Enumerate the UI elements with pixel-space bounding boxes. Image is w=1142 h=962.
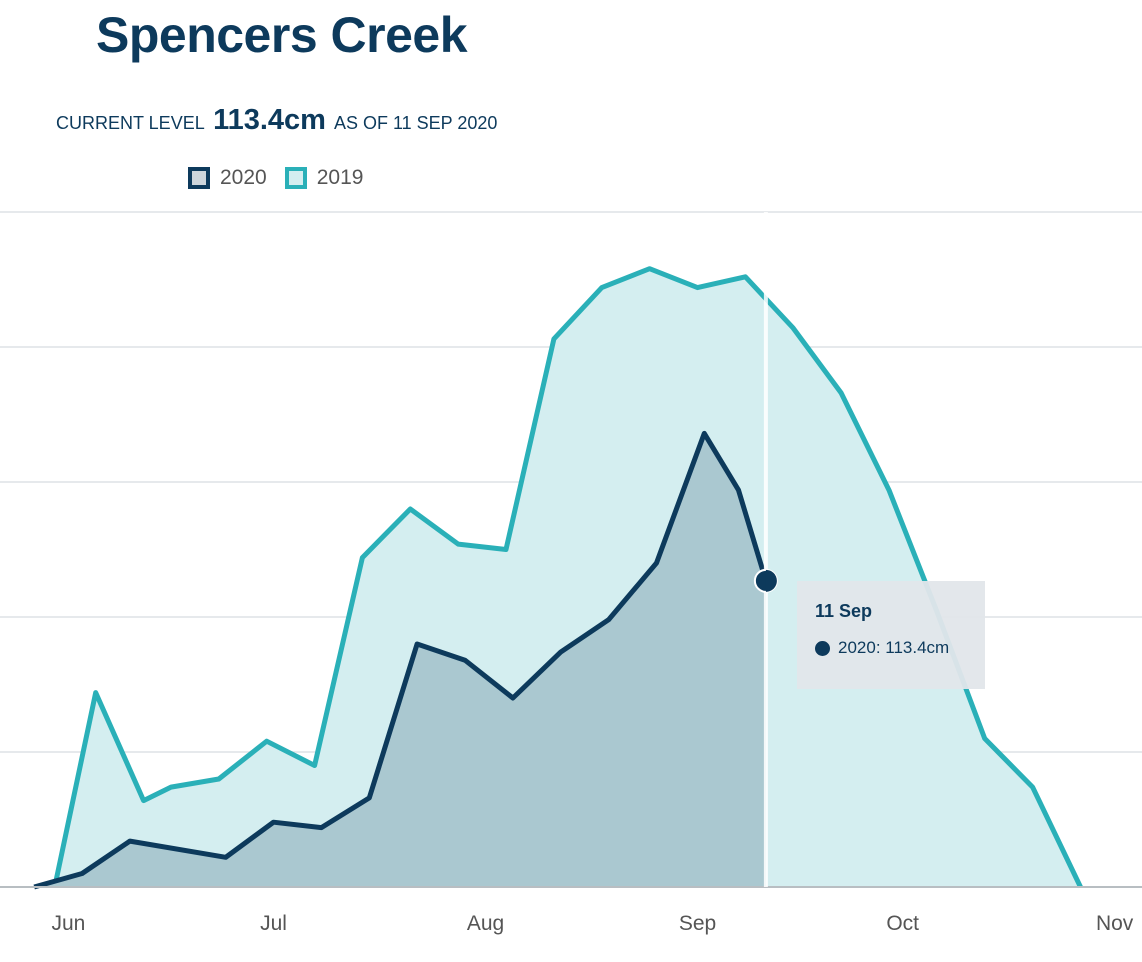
current-level: CURRENT LEVEL 113.4cm AS OF 11 SEP 2020 — [56, 104, 497, 137]
point-2020 — [319, 825, 324, 830]
point-2019 — [743, 274, 748, 279]
point-2019 — [360, 555, 365, 560]
point-2019 — [599, 285, 604, 290]
point-2020 — [510, 696, 515, 701]
tooltip-series-dot — [815, 640, 830, 656]
point-2020 — [127, 839, 132, 844]
legend-swatch-2020 — [188, 167, 210, 189]
tooltip-value: 2020: 113.4cm — [838, 638, 950, 657]
point-2020 — [654, 561, 659, 566]
point-2019 — [216, 777, 221, 782]
legend-item-2019[interactable]: 2019 — [284, 166, 364, 190]
point-2020 — [606, 617, 611, 622]
area-2020 — [34, 433, 766, 887]
point-2020 — [558, 650, 563, 655]
area-2019 — [54, 268, 1081, 887]
line-2019 — [52, 266, 1083, 889]
point-2019 — [141, 798, 146, 803]
point-2020 — [80, 871, 85, 876]
point-2019 — [551, 336, 556, 341]
current-level-label: CURRENT LEVEL — [56, 113, 205, 133]
point-2019 — [408, 507, 413, 512]
chart-legend: 2020 2019 — [188, 166, 363, 190]
point-2019 — [312, 763, 317, 768]
page-title: Spencers Creek — [96, 7, 468, 63]
tooltip-row: 2020: 113.4cm — [815, 638, 967, 658]
chart-tooltip: 11 Sep 2020: 113.4cm — [797, 581, 985, 689]
point-2019 — [791, 326, 796, 331]
point-2019 — [982, 736, 987, 741]
x-tick-label: Oct — [886, 912, 919, 935]
point-2019 — [1030, 785, 1035, 790]
point-2019 — [886, 488, 891, 493]
point-2020 — [415, 642, 420, 647]
point-2019 — [647, 266, 652, 271]
line-2020 — [33, 430, 769, 890]
x-tick-label: Nov — [1096, 912, 1134, 935]
point-2019 — [695, 285, 700, 290]
legend-swatch-2019 — [284, 167, 307, 189]
x-tick-label: Jul — [260, 912, 287, 935]
tooltip-date: 11 Sep — [815, 601, 873, 621]
legend-item-2020[interactable]: 2020 — [188, 166, 267, 190]
point-2019 — [264, 739, 269, 744]
point-2019 — [93, 690, 98, 695]
legend-label-2019: 2019 — [316, 166, 364, 189]
point-2020 — [736, 488, 741, 493]
x-tick-label: Sep — [679, 912, 716, 935]
point-2019 — [504, 547, 509, 552]
point-2020 — [271, 820, 276, 825]
point-2019 — [168, 785, 173, 790]
current-level-value: 113.4cm — [213, 104, 326, 136]
point-2020 — [223, 855, 228, 860]
point-2019 — [456, 542, 461, 547]
point-2020 — [702, 431, 707, 436]
point-2019 — [839, 390, 844, 395]
point-2020 — [463, 658, 468, 663]
as-of-label: AS OF 11 SEP 2020 — [333, 113, 498, 133]
point-2020 — [367, 795, 372, 800]
x-tick-label: Jun — [51, 912, 85, 935]
cursor-marker-half — [765, 569, 777, 592]
legend-label-2020: 2020 — [220, 166, 267, 189]
x-tick-label: Aug — [467, 912, 504, 935]
